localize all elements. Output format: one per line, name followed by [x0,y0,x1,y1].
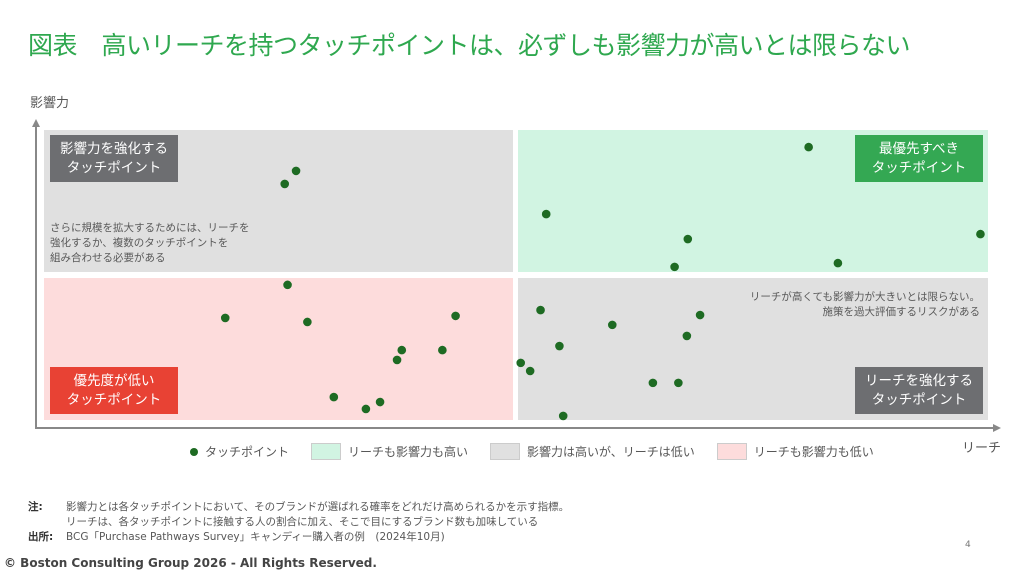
legend-label: タッチポイント [205,445,290,459]
data-point [397,345,407,355]
data-point [558,411,568,421]
note-line-2: リーチは、各タッチポイントに接触する人の割合に加え、そこで目にするブランド数も加… [66,516,539,528]
page-number: 4 [965,540,971,550]
x-axis-arrow [993,424,1001,432]
note-line-1: 影響力とは各タッチポイントにおいて、そのブランドが選ばれる確率をどれだけ高められ… [66,501,570,513]
data-point [516,358,526,368]
data-point [283,280,292,290]
quadrant-label-top-right: 最優先すべき タッチポイント [855,135,983,182]
footnotes: 注: 影響力とは各タッチポイントにおいて、そのブランドが選ばれる確率をどれだけ高め… [28,500,569,545]
legend: タッチポイント リーチも影響力も高い 影響力は高いが、リーチは低い リーチも影響… [190,443,888,460]
quadrant-note-top-left: さらに規模を拡大するためには、リーチを 強化するか、複数のタッチポイントを 組み… [50,222,250,264]
data-point [541,209,551,219]
y-axis-arrow [32,119,40,127]
data-point [220,313,230,323]
quadrant-note-bottom-right: リーチが高くても影響力が大きいとは限らない。 施策を過大評価するリスクがある [749,291,980,318]
source-text: BCG「Purchase Pathways Survey」キャンディー購入者の例… [66,531,445,543]
data-point [670,262,679,272]
x-axis-label: リーチ [962,441,1002,456]
data-point [683,234,693,244]
data-point [375,397,385,407]
quadrant-label-bottom-right: リーチを強化する タッチポイント [855,367,983,414]
data-point [555,341,564,351]
data-point [607,320,617,330]
legend-label: リーチも影響力も高い [348,445,469,459]
legend-item-high-high: リーチも影響力も高い [311,443,468,460]
data-point [392,355,402,365]
data-point [361,404,371,414]
data-point [451,311,460,321]
source-key: 出所: [28,531,54,543]
data-point [329,392,339,402]
y-axis-label: 影響力 [30,96,70,111]
data-point [438,345,447,355]
data-point [682,331,692,341]
swatch-gray [490,443,521,460]
data-point [525,366,535,376]
data-point [536,305,545,315]
data-point [833,258,843,268]
legend-label: リーチも影響力も低い [753,445,874,459]
copyright: © Boston Consulting Group 2026 - All Rig… [4,556,377,570]
legend-label: 影響力は高いが、リーチは低い [527,445,695,459]
legend-item-gray: 影響力は高いが、リーチは低い [490,443,695,460]
data-point [280,179,290,189]
quadrant-label-top-left: 影響力を強化する タッチポイント [50,135,178,182]
data-point [648,378,658,388]
swatch-pink [716,443,747,460]
data-point [804,142,813,152]
legend-item-points: タッチポイント [190,443,289,460]
data-point [695,310,705,320]
point-marker-icon [190,447,198,456]
data-point [291,166,301,176]
quadrant-label-bottom-left: 優先度が低い タッチポイント [50,367,178,414]
data-point [303,317,312,327]
data-point [976,229,985,239]
legend-item-low-low: リーチも影響力も低い [716,443,874,460]
swatch-green [311,443,342,460]
page-title: 図表 高いリーチを持つタッチポイントは、必ずしも影響力が高いとは限らない [28,31,911,60]
data-point [674,378,683,388]
note-key: 注: [28,501,43,513]
